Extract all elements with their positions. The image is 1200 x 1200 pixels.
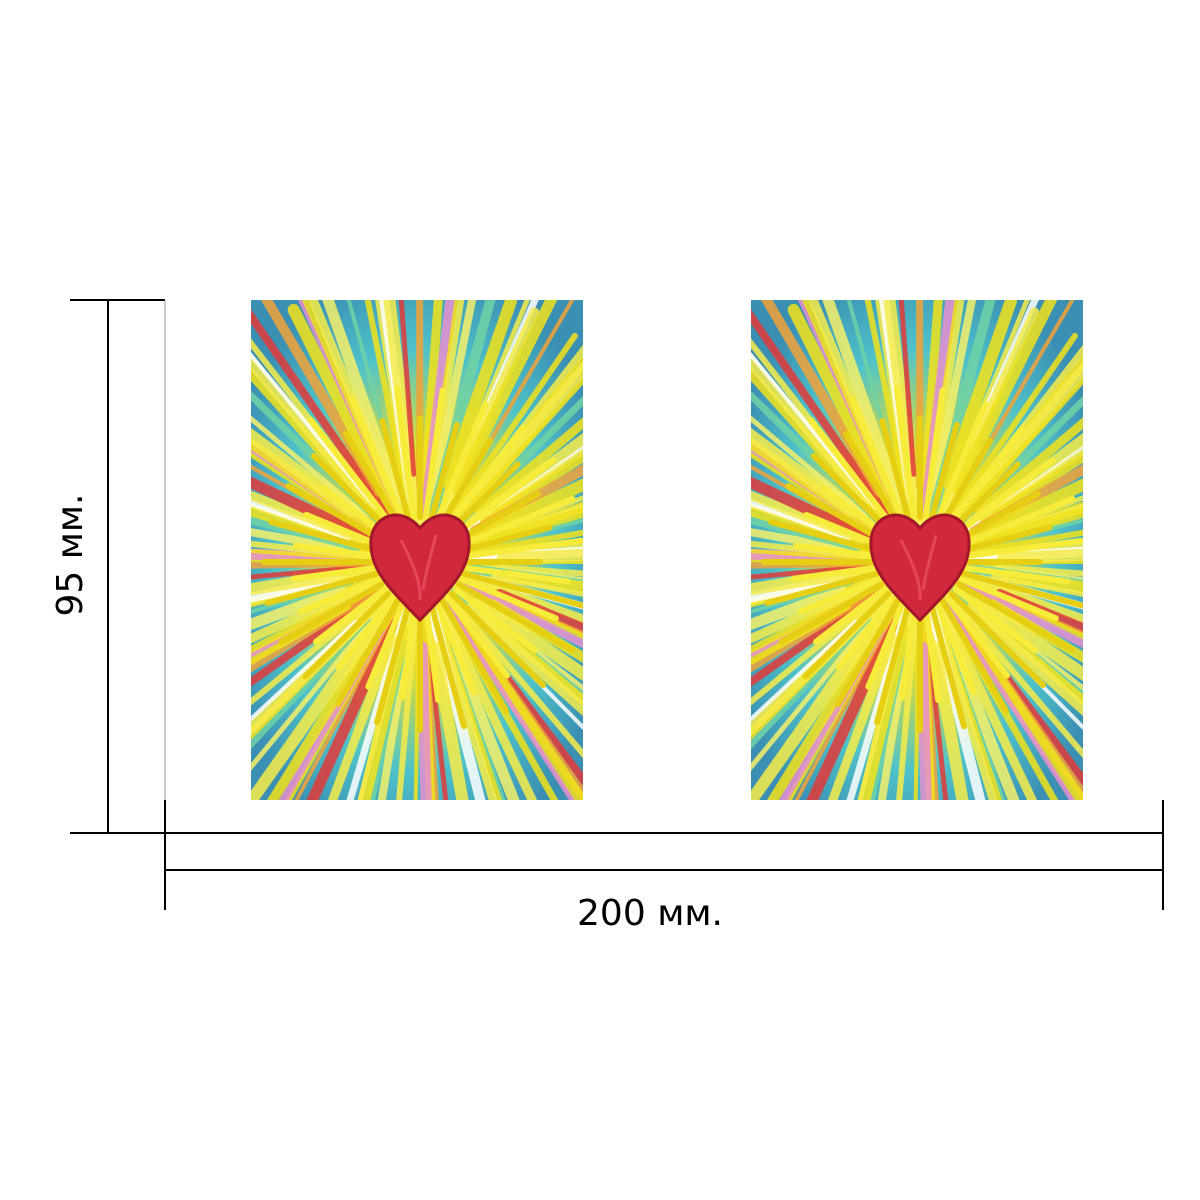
width-dimension: 200 мм. (164, 800, 1164, 934)
product-image (523, 177, 1200, 970)
height-dimension: 95 мм. (50, 299, 166, 834)
width-label: 200 мм. (577, 893, 723, 934)
height-label: 95 мм. (50, 493, 91, 616)
product-image (23, 177, 835, 970)
